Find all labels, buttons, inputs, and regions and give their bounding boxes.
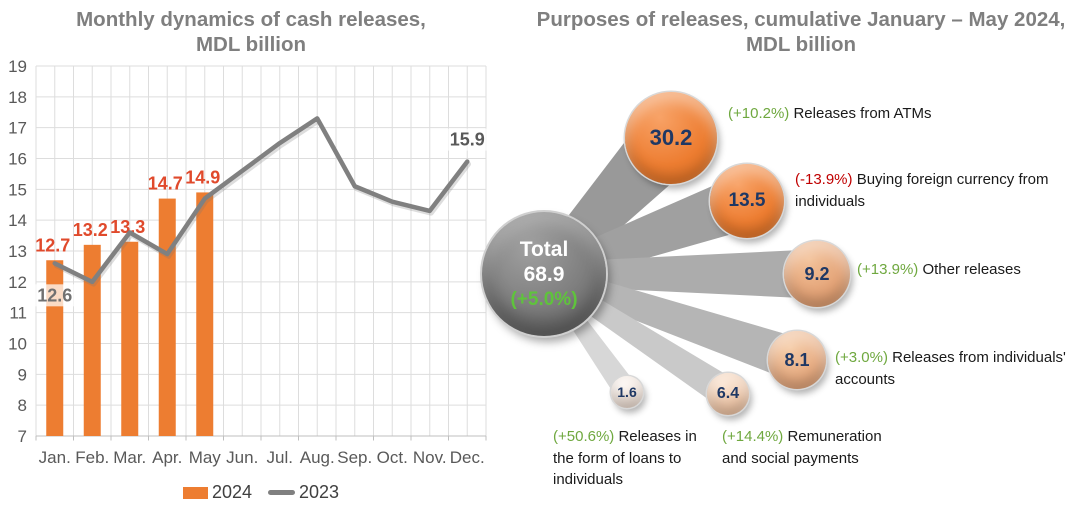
bar-value-label: 14.9 [185,167,220,187]
line-2023 [52,116,470,285]
y-axis-tick-label: 18 [8,88,27,107]
y-axis-tick-label: 7 [18,427,27,446]
y-axis-tick-label: 11 [9,304,27,323]
legend-2024-label: 2024 [211,482,252,502]
bar-value-label: 13.2 [73,220,108,240]
x-axis-tick-label: Aug. [300,448,335,467]
y-axis-tick-label: 9 [18,365,27,384]
legend-2023-label: 2023 [299,482,340,502]
y-axis-tick-label: 8 [18,396,27,415]
x-axis-tick-label: Oct. [377,448,408,467]
x-axis-tick-label: Jul. [267,448,293,467]
x-axis-tick-label: Mar. [113,448,146,467]
legend-2023-swatch [268,490,295,495]
right-title-line2: MDL billion [745,33,857,56]
left-title-line1: Monthly dynamics of cash releases, [76,8,426,31]
y-axis-tick-label: 14 [8,211,27,230]
point-value-label: 12.6 [37,285,72,305]
bar-Mar. [121,241,139,436]
x-axis-tick-label: Nov. [413,448,447,467]
bar-value-label: 13.3 [110,217,145,237]
y-axis-tick-label: 13 [8,242,27,261]
bar-May [196,192,214,436]
x-axis-tick-label: Sep. [337,448,372,467]
ray-to-8.1 [540,264,804,381]
bar-value-label: 14.7 [148,174,183,194]
x-axis-tick-label: Jan. [39,448,71,467]
y-axis-tick-label: 19 [8,57,27,76]
y-axis-tick-label: 12 [8,273,27,292]
bar-Feb. [83,244,101,436]
left-title-line2: MDL billion [195,33,307,56]
x-axis-tick-label: Apr. [152,448,182,467]
x-axis-tick-label: Dec. [450,448,485,467]
legend-item-2024: 2024 [182,482,252,503]
y-axis-tick-label: 10 [8,335,27,354]
monthly-dynamics-chart: 7 8 9 10 11 12 13 14 15 16 17 18 19 Jan. Feb. Mar. Apr. M… [8,57,491,467]
point-label-backing [31,284,78,307]
bar-value-label: 12.7 [35,235,70,255]
y-axis-tick-label: 15 [8,180,27,199]
x-axis-tick-label: Feb. [75,448,109,467]
chart-legend: 2024 2023 [36,482,486,503]
x-axis-tick-label: Jun. [226,448,258,467]
legend-2024-swatch [182,486,208,499]
legend-item-2023: 2023 [268,482,339,503]
point-label-backing [444,128,491,151]
x-axis-tick-label: May [189,448,222,467]
point-value-label: 15.9 [450,130,485,150]
bar-Apr. [158,198,176,436]
right-chart-title: Purposes of releases, cumulative January… [534,7,1068,57]
left-chart-title: Monthly dynamics of cash releases, MDL b… [0,7,502,57]
y-axis-tick-label: 17 [8,119,27,138]
y-axis-tick-label: 16 [8,150,27,169]
right-title-line1: Purposes of releases, cumulative January… [536,8,1066,31]
